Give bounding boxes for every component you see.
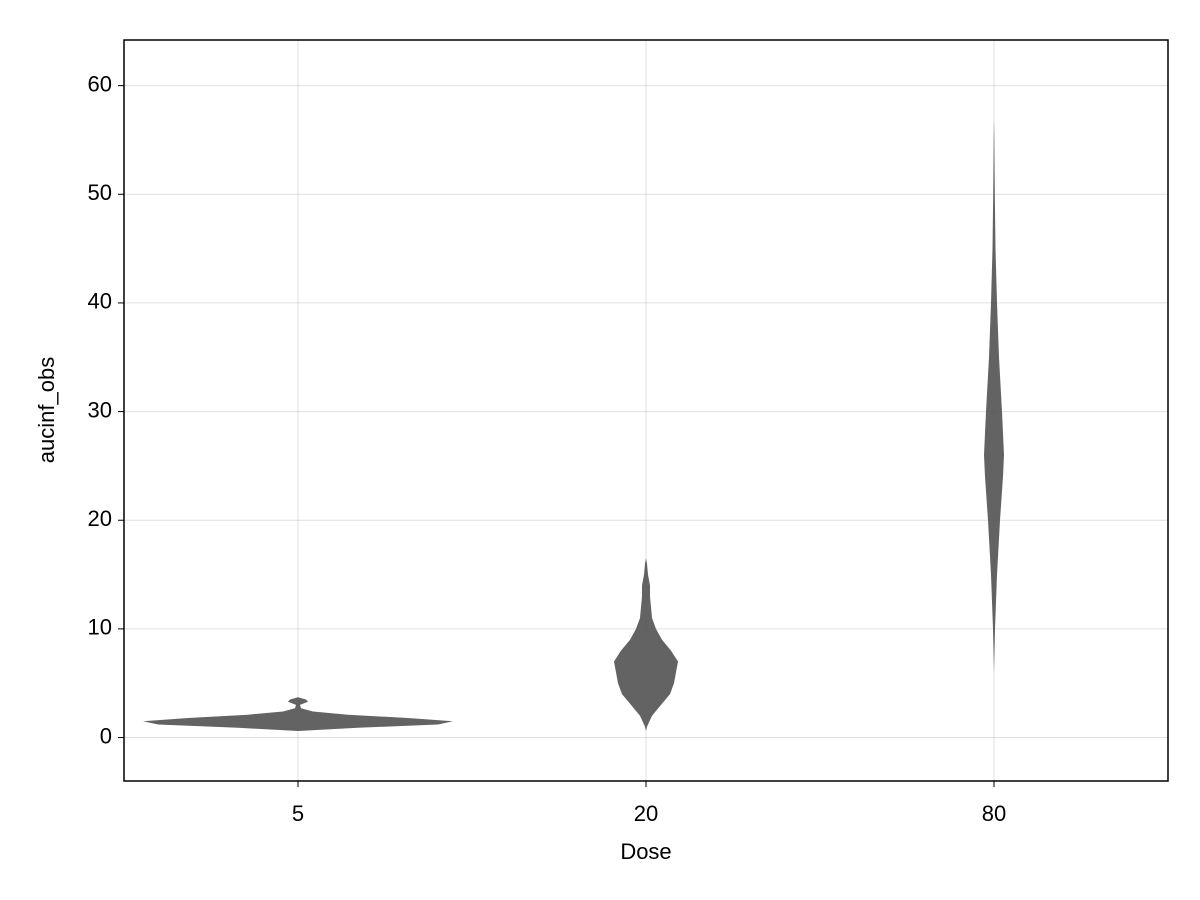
y-tick-label: 10 — [88, 615, 112, 640]
y-tick-label: 20 — [88, 506, 112, 531]
y-tick-label: 50 — [88, 180, 112, 205]
x-tick-label: 5 — [292, 801, 304, 826]
y-tick-label: 40 — [88, 289, 112, 314]
x-axis-label: Dose — [620, 839, 671, 864]
violin — [614, 558, 678, 731]
violin — [984, 118, 1004, 673]
y-tick-label: 30 — [88, 397, 112, 422]
violin — [143, 697, 453, 731]
x-tick-label: 80 — [982, 801, 1006, 826]
x-tick-label: 20 — [634, 801, 658, 826]
y-tick-label: 0 — [100, 723, 112, 748]
y-axis-label: aucinf_obs — [34, 357, 59, 463]
y-tick-label: 60 — [88, 71, 112, 96]
